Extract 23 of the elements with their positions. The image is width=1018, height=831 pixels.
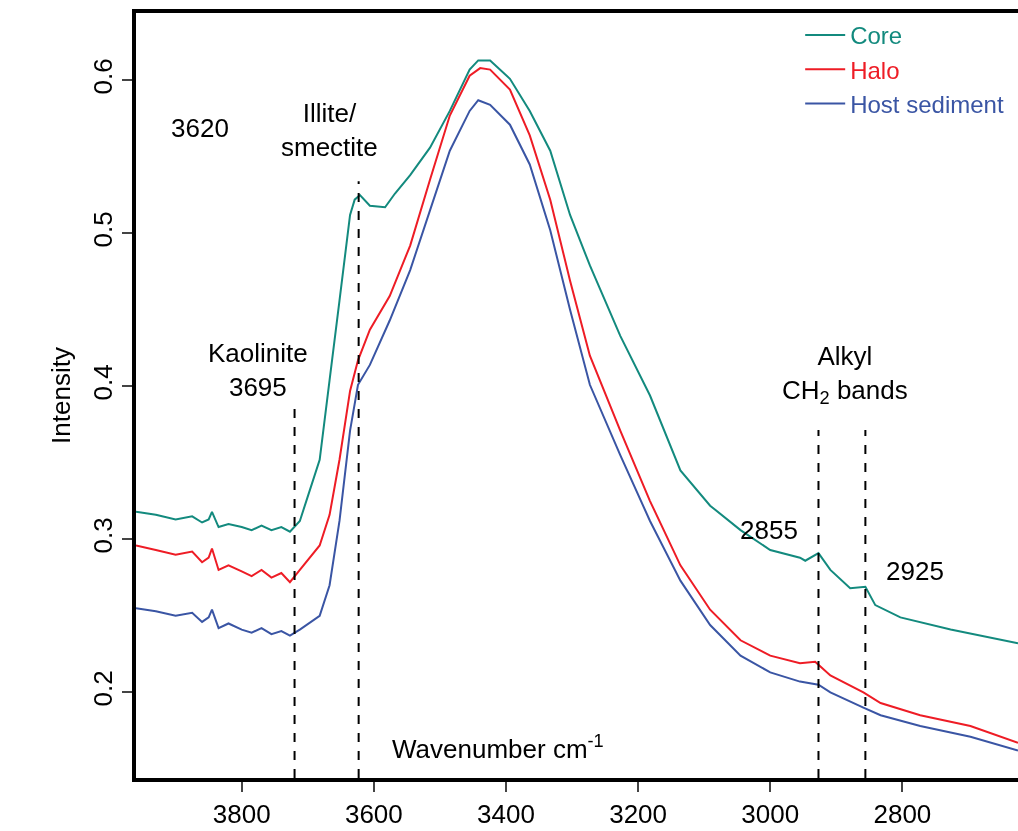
x-axis-title: Wavenumber cm$^{-1}$	[392, 731, 604, 764]
legend-label: Host sediment	[850, 90, 1004, 118]
line-series	[136, 59, 1018, 645]
x-tick-label: 3800	[212, 799, 271, 830]
y-tick-label: 0.2	[87, 670, 118, 707]
x-tick-label: 3600	[344, 799, 403, 830]
ref-line-label: Illite/ smectite	[281, 98, 378, 162]
y-tick-label: 0.4	[87, 364, 118, 401]
legend-label: Core	[850, 22, 903, 50]
y-tick-label: 0.6	[87, 58, 118, 95]
annotation: 2925	[886, 556, 944, 586]
x-tick-label: 3000	[741, 799, 800, 830]
y-tick-label: 0.5	[87, 211, 118, 248]
annotation: 2855	[740, 515, 798, 545]
y-tick-label: 0.3	[87, 517, 118, 554]
x-tick-label: 3200	[609, 799, 668, 830]
x-tick-label: 3400	[477, 799, 535, 830]
legend-label: Halo	[850, 56, 900, 84]
ref-line-label: Kaolinite 3695	[208, 338, 308, 402]
annotation: Alkyl CH$_{2}$ bands	[782, 341, 908, 409]
x-tick-label: 2800	[873, 799, 932, 830]
y-axis-title: Intensity	[46, 347, 77, 444]
annotation: 3620	[171, 113, 229, 143]
